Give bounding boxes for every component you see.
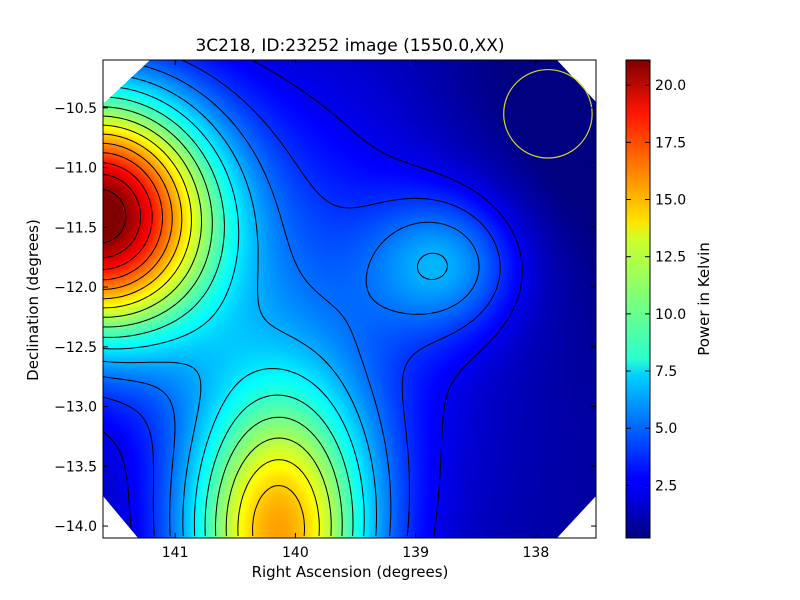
contour-level-12 xyxy=(103,162,153,270)
contour-level-10 xyxy=(103,142,173,290)
colorbar-tick-label: 20.0 xyxy=(655,78,686,94)
colorbar-tick-label: 17.5 xyxy=(655,135,686,151)
y-tick-label: −12.0 xyxy=(54,280,97,296)
y-tick-label: −11.0 xyxy=(54,161,97,177)
contour-level-7 xyxy=(103,115,332,537)
y-tick-label: −11.5 xyxy=(54,220,97,236)
contour-level-11 xyxy=(103,152,163,281)
contour-level-14 xyxy=(103,188,127,244)
contour-lines xyxy=(103,60,523,537)
x-tick-label: 139 xyxy=(402,545,429,561)
contour-level-8 xyxy=(103,124,320,537)
y-tick-label: −14.0 xyxy=(54,519,97,535)
x-axis-label: Right Ascension (degrees) xyxy=(252,563,449,581)
colorbar: 2.5 5.0 7.5 10.0 12.5 15.0 17.5 20.0 Power in K… xyxy=(625,59,713,539)
heatmap-image xyxy=(103,60,596,538)
colorbar-tick-label: 12.5 xyxy=(655,250,686,266)
colorbar-label: Power in Kelvin xyxy=(695,242,713,356)
plot-frame xyxy=(102,59,597,539)
y-tick-label: −10.5 xyxy=(54,101,97,117)
y-axis-ticks: −10.5 −11.0 −11.5 −12.0 −12.5 −13.0 −13.5 −14.0 xyxy=(54,101,596,535)
y-axis-label: Declination (degrees) xyxy=(24,219,42,381)
y-tick-label: −13.0 xyxy=(54,400,97,416)
y-tick-label: −12.5 xyxy=(54,340,97,356)
chart-title: 3C218, ID:23252 image (1550.0,XX) xyxy=(195,36,504,56)
colorbar-tick-label: 10.0 xyxy=(655,307,686,323)
x-tick-label: 140 xyxy=(282,545,309,561)
colorbar-ticks: 2.5 5.0 7.5 10.0 12.5 15.0 17.5 20.0 xyxy=(626,78,686,494)
colorbar-tick-label: 5.0 xyxy=(655,421,677,437)
contour-level-6 xyxy=(103,106,343,537)
x-axis-ticks: 141 140 139 138 xyxy=(162,60,549,561)
contour-level-0 xyxy=(103,60,523,537)
contour-level-13 xyxy=(103,173,142,259)
colorbar-gradient xyxy=(625,59,651,539)
x-tick-label: 141 xyxy=(162,545,189,561)
colorbar-tick-label: 15.0 xyxy=(655,193,686,209)
plot-area: 141 140 139 138 −10.5−11.0−11.5−12.0−12.5−1… xyxy=(54,59,597,561)
x-tick-label: 138 xyxy=(523,545,550,561)
colorbar-tick-label: 2.5 xyxy=(655,478,677,494)
beam-circle xyxy=(503,68,593,159)
colorbar-tick-label: 7.5 xyxy=(655,364,677,380)
contour-level-9 xyxy=(103,133,305,537)
y-tick-label: −13.5 xyxy=(54,459,97,475)
